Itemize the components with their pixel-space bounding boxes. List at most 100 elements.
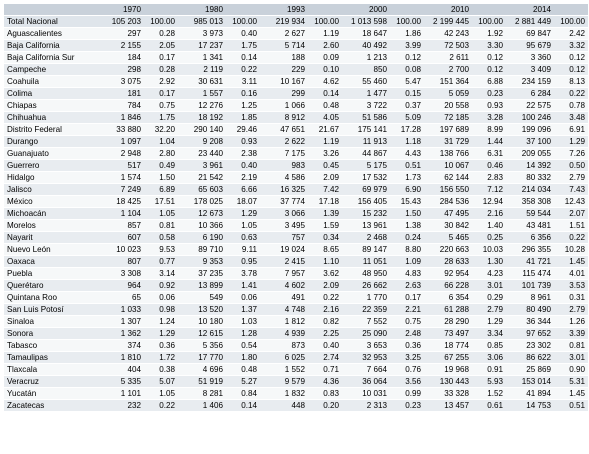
percent-cell: 0.40 (226, 27, 260, 40)
header-year: 1980 (178, 4, 226, 16)
percent-cell: 12.94 (472, 195, 506, 208)
value-cell: 6 356 (506, 231, 554, 244)
value-cell: 67 255 (424, 351, 472, 364)
percent-cell: 0.28 (144, 27, 178, 40)
percent-cell: 0.49 (144, 159, 178, 172)
percent-cell: 0.98 (144, 303, 178, 316)
percent-cell: 0.46 (472, 159, 506, 172)
value-cell: 21 542 (178, 171, 226, 184)
percent-cell: 3.11 (226, 75, 260, 88)
state-name-cell: Aguascalientes (4, 27, 96, 40)
value-cell: 44 867 (342, 147, 390, 160)
percent-cell: 1.40 (472, 219, 506, 232)
percent-cell: 4.62 (308, 75, 342, 88)
value-cell: 1 552 (260, 363, 308, 376)
percent-cell: 1.92 (472, 27, 506, 40)
percent-cell: 5.07 (144, 375, 178, 388)
percent-cell: 0.22 (144, 399, 178, 412)
percent-cell: 0.17 (390, 291, 424, 304)
value-cell: 51 919 (178, 375, 226, 388)
value-cell: 10 366 (178, 219, 226, 232)
percent-cell: 2.09 (308, 171, 342, 184)
value-cell: 7 957 (260, 267, 308, 280)
state-name-cell: Campeche (4, 63, 96, 76)
value-cell: 784 (96, 99, 144, 112)
value-cell: 2 622 (260, 135, 308, 148)
state-name-cell: Tabasco (4, 339, 96, 352)
value-cell: 229 (260, 63, 308, 76)
value-cell: 65 (96, 291, 144, 304)
value-cell: 9 579 (260, 375, 308, 388)
value-cell: 10 031 (342, 387, 390, 400)
percent-cell: 2.79 (472, 303, 506, 316)
state-name-cell: Distrito Federal (4, 123, 96, 136)
value-cell: 13 520 (178, 303, 226, 316)
value-cell: 5 714 (260, 39, 308, 52)
value-cell: 1 832 (260, 387, 308, 400)
value-cell: 491 (260, 291, 308, 304)
percent-cell: 3.25 (390, 351, 424, 364)
value-cell: 3 495 (260, 219, 308, 232)
table-row: Durango 1 097 1.04 9 208 0.93 2 622 1.19 11 913… (4, 135, 588, 148)
percent-cell: 8.13 (554, 75, 588, 88)
percent-cell: 1.75 (144, 111, 178, 124)
percent-cell: 1.30 (472, 255, 506, 268)
value-cell: 14 392 (506, 159, 554, 172)
percent-cell: 1.85 (226, 111, 260, 124)
state-name-cell: Chiapas (4, 99, 96, 112)
percent-cell: 0.17 (144, 51, 178, 64)
value-cell: 985 013 (178, 15, 226, 28)
percent-cell: 4.23 (472, 267, 506, 280)
value-cell: 11 913 (342, 135, 390, 148)
value-cell: 2 611 (424, 51, 472, 64)
percent-cell: 2.38 (226, 147, 260, 160)
value-cell: 19 968 (424, 363, 472, 376)
value-cell: 2 700 (424, 63, 472, 76)
percent-cell: 0.54 (226, 339, 260, 352)
table-row: Guerrero 517 0.49 3 961 0.40 983 0.45 5 175 0.51… (4, 159, 588, 172)
percent-cell: 10.28 (554, 243, 588, 256)
percent-cell: 1.19 (308, 27, 342, 40)
percent-cell: 2.05 (144, 39, 178, 52)
percent-cell: 9.11 (226, 243, 260, 256)
value-cell: 69 847 (506, 27, 554, 40)
percent-cell: 1.24 (144, 315, 178, 328)
value-cell: 5 059 (424, 87, 472, 100)
percent-cell: 0.12 (390, 51, 424, 64)
percent-cell: 6.88 (472, 75, 506, 88)
percent-cell: 3.01 (472, 279, 506, 292)
percent-cell: 3.01 (554, 351, 588, 364)
percent-cell: 0.37 (390, 99, 424, 112)
percent-cell: 2.16 (472, 207, 506, 220)
percent-cell: 1.39 (308, 207, 342, 220)
state-name-cell: Sinaloa (4, 315, 96, 328)
percent-cell: 0.09 (308, 51, 342, 64)
value-cell: 105 203 (96, 15, 144, 28)
value-cell: 20 558 (424, 99, 472, 112)
percent-cell: 1.05 (144, 387, 178, 400)
value-cell: 358 308 (506, 195, 554, 208)
percent-cell: 0.75 (144, 99, 178, 112)
table-row: Guanajuato 2 948 2.80 23 440 2.38 7 175 3.26 44… (4, 147, 588, 160)
value-cell: 13 457 (424, 399, 472, 412)
value-cell: 9 353 (178, 255, 226, 268)
percent-cell: 5.47 (390, 75, 424, 88)
table-row: Sinaloa 1 307 1.24 10 180 1.03 1 812 0.82 7 552… (4, 315, 588, 328)
percent-cell: 0.50 (554, 159, 588, 172)
percent-cell: 1.10 (308, 255, 342, 268)
percent-cell: 1.51 (554, 219, 588, 232)
percent-cell: 10.03 (472, 243, 506, 256)
value-cell: 15 232 (342, 207, 390, 220)
state-name-cell: Tamaulipas (4, 351, 96, 364)
state-name-cell: Guanajuato (4, 147, 96, 160)
percent-cell: 5.09 (390, 111, 424, 124)
value-cell: 209 055 (506, 147, 554, 160)
table-row: México 18 425 17.51 178 025 18.07 37 774 17.18… (4, 195, 588, 208)
value-cell: 549 (178, 291, 226, 304)
percent-cell: 6.66 (226, 183, 260, 196)
value-cell: 1 846 (96, 111, 144, 124)
percent-cell: 7.26 (554, 147, 588, 160)
percent-cell: 4.01 (554, 267, 588, 280)
value-cell: 41 721 (506, 255, 554, 268)
state-name-cell: Nayarit (4, 231, 96, 244)
